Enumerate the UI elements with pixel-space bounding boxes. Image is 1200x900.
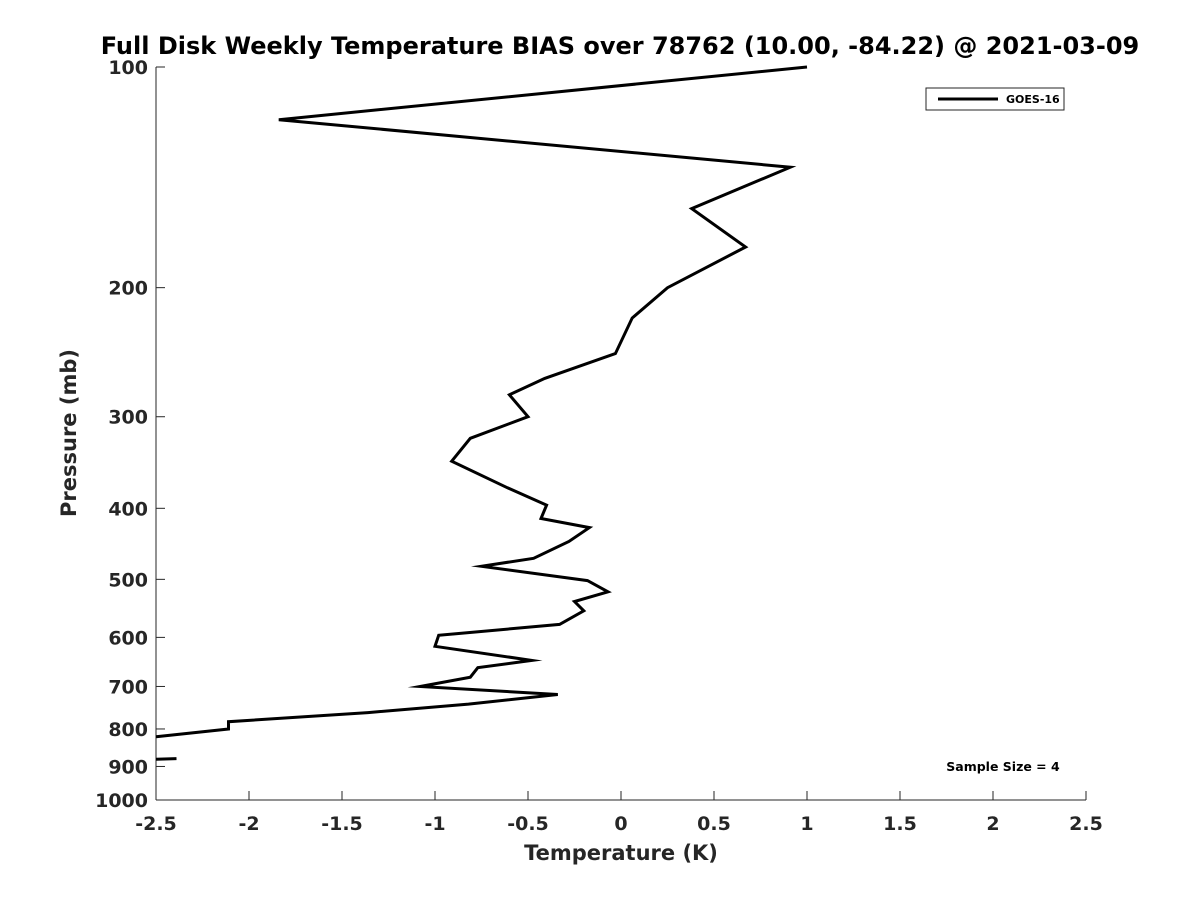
x-tick-label: -2.5 bbox=[135, 813, 177, 835]
x-tick-label: 2.5 bbox=[1069, 813, 1103, 835]
y-tick-label: 100 bbox=[108, 57, 148, 79]
series-line-goes-16 bbox=[155, 65, 808, 739]
x-tick-label: -1 bbox=[424, 813, 445, 835]
series-layer bbox=[155, 65, 808, 761]
x-tick-label: -1.5 bbox=[321, 813, 363, 835]
series-line-segment bbox=[155, 757, 177, 761]
x-tick-label: -0.5 bbox=[507, 813, 549, 835]
x-tick-label: 0 bbox=[614, 813, 627, 835]
y-tick-label: 200 bbox=[108, 278, 148, 300]
y-tick-label: 900 bbox=[108, 756, 148, 778]
y-axis-label: Pressure (mb) bbox=[57, 349, 81, 517]
y-tick-label: 700 bbox=[108, 676, 148, 698]
x-tick-label: 1.5 bbox=[883, 813, 917, 835]
legend-entry-goes-16: GOES-16 bbox=[1006, 93, 1060, 106]
y-tick-label: 1000 bbox=[95, 790, 148, 812]
sample-size-annotation: Sample Size = 4 bbox=[946, 759, 1060, 774]
chart-title: Full Disk Weekly Temperature BIAS over 7… bbox=[101, 32, 1140, 60]
x-tick-label: 1 bbox=[800, 813, 813, 835]
y-tick-label: 400 bbox=[108, 498, 148, 520]
y-tick-label: 600 bbox=[108, 627, 148, 649]
x-tick-label: 0.5 bbox=[697, 813, 731, 835]
y-tick-label: 300 bbox=[108, 407, 148, 429]
x-axis-label: Temperature (K) bbox=[524, 841, 718, 865]
x-axis-ticks: -2.5 -2 -1.5 -1 -0.5 0 0.5 1 1.5 2 2.5 bbox=[135, 791, 1103, 835]
legend: GOES-16 bbox=[925, 87, 1065, 111]
y-tick-label: 500 bbox=[108, 569, 148, 591]
y-tick-label: 800 bbox=[108, 719, 148, 741]
x-tick-label: 2 bbox=[986, 813, 999, 835]
x-tick-label: -2 bbox=[238, 813, 259, 835]
y-axis-ticks: 100 200 300 400 500 600 700 800 900 1000 bbox=[95, 57, 165, 812]
